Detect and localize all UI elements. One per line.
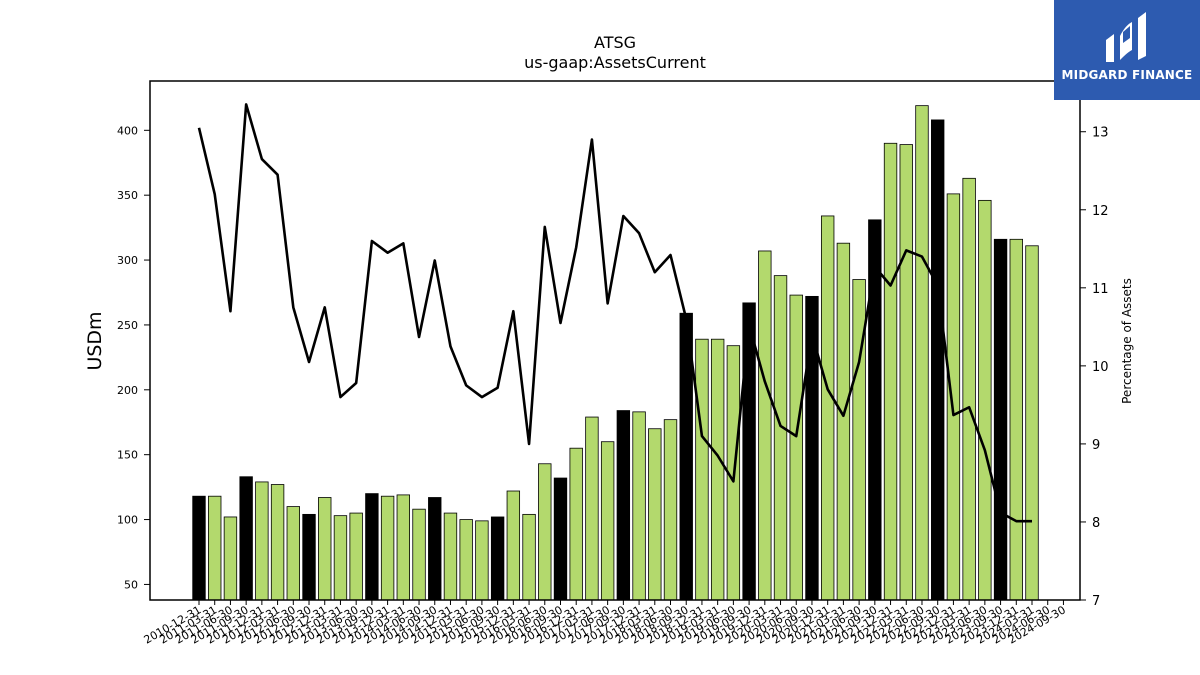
y2-tick-label: 8 xyxy=(1092,516,1100,531)
y-tick-label: 200 xyxy=(117,384,138,397)
logo-mark-icon xyxy=(1106,12,1146,62)
plot-frame xyxy=(149,80,1081,601)
bar xyxy=(1009,238,1023,601)
bar xyxy=(239,476,253,601)
bar xyxy=(695,338,709,601)
bar xyxy=(616,410,631,601)
bar xyxy=(820,215,835,601)
y-tick-label: 50 xyxy=(124,578,138,591)
y-tick-label: 150 xyxy=(117,449,138,462)
bar xyxy=(459,519,473,601)
bar xyxy=(380,495,395,601)
midgard-finance-logo: MIDGARD FINANCE xyxy=(1054,0,1200,100)
chart-subtitle: us-gaap:AssetsCurrent xyxy=(524,53,706,72)
bar xyxy=(255,481,269,601)
bar xyxy=(223,516,238,601)
bar xyxy=(412,508,426,601)
bar xyxy=(899,144,913,601)
bar xyxy=(569,447,583,601)
bar xyxy=(443,512,458,601)
bar xyxy=(270,484,285,601)
bar xyxy=(1025,245,1039,601)
y2-tick-label: 9 xyxy=(1092,438,1100,453)
bar xyxy=(993,238,1008,601)
bar xyxy=(600,441,615,601)
bar xyxy=(490,516,505,601)
y-tick-label: 400 xyxy=(117,124,138,137)
y2-axis-label: Percentage of Assets xyxy=(1120,278,1134,404)
y-axis-label: USDm xyxy=(84,311,106,370)
bar xyxy=(302,513,316,601)
bar xyxy=(428,497,442,601)
bar xyxy=(758,250,772,601)
bar-series xyxy=(192,105,1039,601)
y2-tick-label: 12 xyxy=(1092,204,1109,219)
bar xyxy=(962,177,976,601)
x-axis: 2010-12-312011-03-312011-06-302011-09-30… xyxy=(142,600,1068,647)
logo-text: MIDGARD FINANCE xyxy=(1061,68,1193,82)
bar xyxy=(538,463,552,601)
y-tick-label: 250 xyxy=(117,319,138,332)
bar xyxy=(333,515,348,601)
y2-tick-label: 7 xyxy=(1092,594,1100,609)
bar xyxy=(710,338,725,601)
bar xyxy=(396,494,410,601)
bar xyxy=(663,419,678,601)
right-axis: 7 8 9 10 11 12 13 xyxy=(1080,126,1109,609)
bar xyxy=(585,416,599,601)
bar xyxy=(522,513,536,601)
bar xyxy=(365,493,379,601)
bar xyxy=(553,477,568,601)
bar xyxy=(742,302,756,601)
percentage-line xyxy=(197,103,1032,523)
y2-tick-label: 11 xyxy=(1092,282,1109,297)
bar xyxy=(648,428,662,601)
left-axis: 50 100 150 200 250 300 350 400 xyxy=(117,124,150,591)
bar xyxy=(946,193,961,601)
bar xyxy=(208,495,222,601)
bar xyxy=(349,512,363,601)
bar xyxy=(868,219,882,601)
bar xyxy=(773,275,788,601)
bar xyxy=(789,294,803,601)
y-tick-label: 350 xyxy=(117,189,138,202)
bar xyxy=(836,242,851,601)
bar xyxy=(475,520,489,601)
bar xyxy=(978,199,992,601)
bar xyxy=(192,495,206,601)
bar xyxy=(506,490,521,601)
bar xyxy=(883,142,898,601)
y2-tick-label: 10 xyxy=(1092,360,1109,375)
y-tick-label: 100 xyxy=(117,514,138,527)
bar xyxy=(931,119,945,601)
chart-title: ATSG xyxy=(594,33,636,52)
bar xyxy=(915,105,929,601)
y-tick-label: 300 xyxy=(117,254,138,267)
bar xyxy=(286,506,300,601)
bar xyxy=(318,497,332,601)
y2-tick-label: 13 xyxy=(1092,126,1109,141)
bar xyxy=(632,411,646,601)
